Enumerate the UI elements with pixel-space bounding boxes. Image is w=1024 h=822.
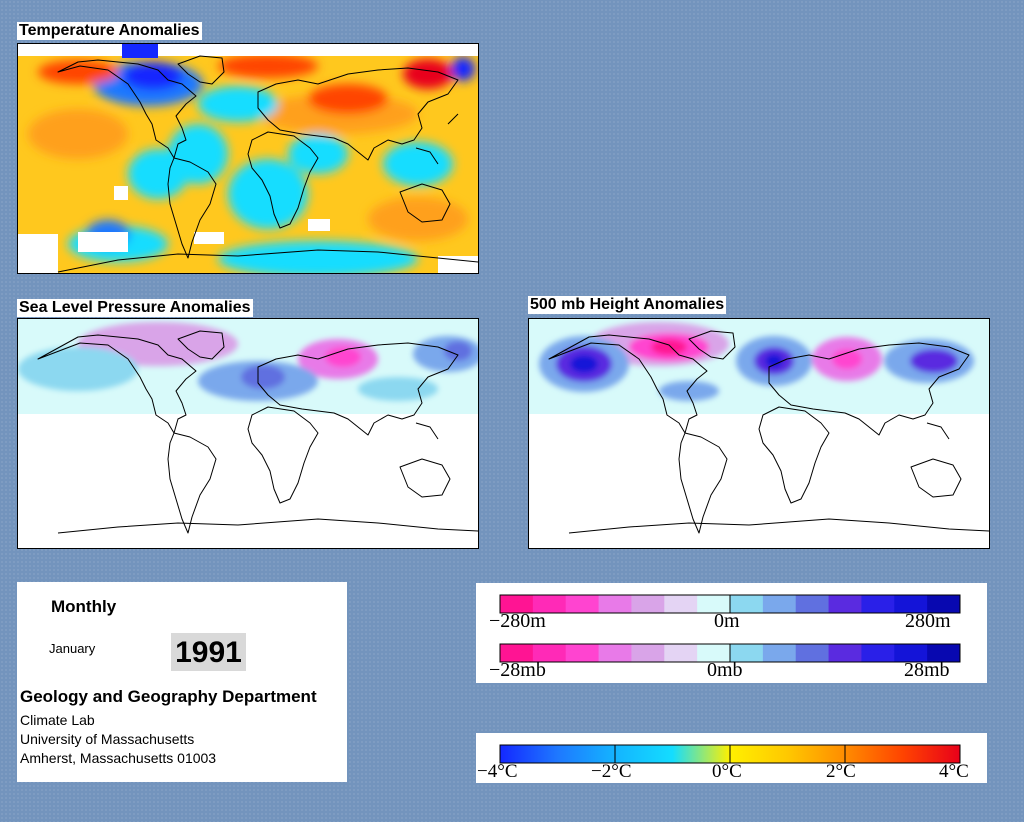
height-bar-swatch xyxy=(795,595,830,613)
height-color-bar xyxy=(499,594,961,614)
pressure-bar-swatch xyxy=(762,644,797,662)
year-label: 1991 xyxy=(171,633,246,671)
month-label: January xyxy=(49,641,96,656)
pressure-bar-swatch xyxy=(697,644,731,662)
temperature-legend-bar xyxy=(499,744,961,764)
height-bar-swatch xyxy=(894,595,928,613)
pressure-bar-swatch xyxy=(861,644,895,662)
pressure-min-label: −28mb xyxy=(489,659,546,681)
pressure-color-bar xyxy=(499,643,961,663)
temp-label-plus2: 2°C xyxy=(826,761,856,782)
department-label: Geology and Geography Department xyxy=(20,687,317,706)
height-bar-swatch xyxy=(828,595,862,613)
pressure-mid-label: 0mb xyxy=(707,659,743,681)
info-panel: Monthly January 1991 Geology and Geograp… xyxy=(17,582,347,782)
height-bar-swatch xyxy=(598,595,632,613)
pressure-map-title: Sea Level Pressure Anomalies xyxy=(17,299,253,317)
height-bar-swatch xyxy=(565,595,600,613)
university-label: University of Massachusetts xyxy=(20,731,195,747)
height-bar-swatch xyxy=(730,595,764,613)
pressure-bar-swatch xyxy=(795,644,830,662)
pressure-bar-swatch xyxy=(664,644,698,662)
height-mid-label: 0m xyxy=(714,610,740,632)
height-min-label: −280m xyxy=(489,610,546,632)
address-label: Amherst, Massachusetts 01003 xyxy=(20,750,217,766)
temp-label-zero: 0°C xyxy=(712,761,742,782)
temperature-legend-panel: −4°C −2°C 0°C 2°C 4°C xyxy=(476,733,987,783)
lab-label: Climate Lab xyxy=(20,712,95,728)
temperature-map-title: Temperature Anomalies xyxy=(17,22,202,40)
pressure-bar-swatch xyxy=(565,644,600,662)
pressure-bar-swatch xyxy=(598,644,632,662)
height-max-label: 280m xyxy=(905,610,951,632)
height-bar-swatch xyxy=(631,595,665,613)
height-anomaly-map xyxy=(528,318,990,549)
temp-label-minus2: −2°C xyxy=(591,761,632,782)
height-bar-swatch xyxy=(697,595,731,613)
height-bar-swatch xyxy=(664,595,698,613)
temp-label-plus4: 4°C xyxy=(939,761,969,782)
height-bar-swatch xyxy=(532,595,567,613)
pressure-bar-swatch xyxy=(500,644,534,662)
anomaly-legend-panel: −280m 0m 280m −28mb 0mb 28mb xyxy=(476,583,987,683)
temp-label-minus4: −4°C xyxy=(477,761,518,782)
pressure-anomaly-map xyxy=(17,318,479,549)
pressure-bar-swatch xyxy=(730,644,764,662)
pressure-bar-swatch xyxy=(828,644,862,662)
pressure-bar-swatch xyxy=(894,644,928,662)
height-bar-swatch xyxy=(762,595,797,613)
height-bar-swatch xyxy=(927,595,961,613)
pressure-bar-swatch xyxy=(532,644,567,662)
pressure-bar-swatch xyxy=(927,644,961,662)
temperature-anomaly-map xyxy=(17,43,479,274)
height-bar-swatch xyxy=(500,595,534,613)
height-bar-swatch xyxy=(861,595,895,613)
pressure-bar-swatch xyxy=(631,644,665,662)
height-map-title: 500 mb Height Anomalies xyxy=(528,296,727,314)
period-label: Monthly xyxy=(51,597,117,616)
pressure-max-label: 28mb xyxy=(904,659,950,681)
anomaly-legend-bars xyxy=(499,594,961,663)
